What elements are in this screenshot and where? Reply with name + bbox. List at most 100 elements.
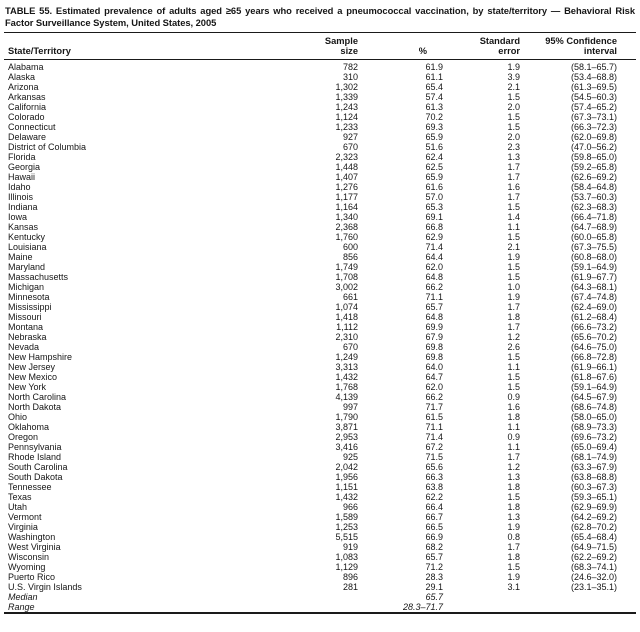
confidence-interval-value: (64.9–71.5) (570, 541, 617, 552)
percent-value: 67.2 (425, 441, 443, 452)
standard-error-value: 1.2 (507, 461, 520, 472)
state-name: Pennsylvania (8, 441, 62, 452)
table-row: Rhode Island 925 71.5 1.7 (68.1–74.9) (4, 452, 636, 462)
state-name: New Hampshire (8, 351, 73, 362)
table-row: U.S. Virgin Islands 281 29.1 3.1 (23.1–3… (4, 582, 636, 592)
table-row: Pennsylvania 3,416 67.2 1.1 (65.0–69.4) (4, 442, 636, 452)
state-name: Illinois (8, 191, 34, 202)
sample-size-value: 1,074 (335, 301, 358, 312)
standard-error-value: 1.0 (507, 281, 520, 292)
confidence-interval-value: (66.6–73.2) (570, 321, 617, 332)
table-row: Ohio 1,790 61.5 1.8 (58.0–65.0) (4, 412, 636, 422)
sample-size-value: 1,589 (335, 511, 358, 522)
sample-size-value: 919 (342, 541, 358, 552)
column-header-standard-error: Standard error (479, 36, 520, 57)
state-name: Nebraska (8, 331, 47, 342)
percent-value: 69.8 (425, 341, 443, 352)
state-name: Ohio (8, 411, 28, 422)
table-row: Colorado 1,124 70.2 1.5 (67.3–73.1) (4, 112, 636, 122)
confidence-interval-value: (59.3–65.1) (570, 491, 617, 502)
table-row: Montana 1,112 69.9 1.7 (66.6–73.2) (4, 322, 636, 332)
table-row: North Carolina 4,139 66.2 0.9 (64.5–67.9… (4, 392, 636, 402)
percent-value: 65.9 (425, 171, 443, 182)
percent-value: 65.3 (425, 201, 443, 212)
confidence-interval-value: (67.3–73.1) (570, 111, 617, 122)
state-name: South Carolina (8, 461, 68, 472)
sample-size-value: 927 (342, 131, 358, 142)
percent-value: 69.1 (425, 211, 443, 222)
state-name: Louisiana (8, 241, 47, 252)
state-name: Michigan (8, 281, 45, 292)
sample-size-value: 997 (342, 401, 358, 412)
table-row: District of Columbia 670 51.6 2.3 (47.0–… (4, 142, 636, 152)
standard-error-value: 1.9 (507, 251, 520, 262)
confidence-interval-value: (62.8–70.2) (570, 521, 617, 532)
percent-value: 71.2 (425, 561, 443, 572)
sample-size-value: 310 (342, 71, 358, 82)
standard-error-value: 1.3 (507, 151, 520, 162)
sample-size-value: 670 (342, 341, 358, 352)
state-name: New Jersey (8, 361, 56, 372)
percent-value: 62.5 (425, 161, 443, 172)
confidence-interval-value: (66.4–71.8) (570, 211, 617, 222)
confidence-interval-value: (53.4–68.8) (570, 71, 617, 82)
state-name: District of Columbia (8, 141, 87, 152)
percent-value: 70.2 (425, 111, 443, 122)
confidence-interval-value: (64.6–75.0) (570, 341, 617, 352)
percent-value: 66.3 (425, 471, 443, 482)
sample-size-value: 1,708 (335, 271, 358, 282)
sample-size-value: 1,768 (335, 381, 358, 392)
table-row: New Hampshire 1,249 69.8 1.5 (66.8–72.8) (4, 352, 636, 362)
standard-error-value: 2.1 (507, 241, 520, 252)
sample-size-value: 1,790 (335, 411, 358, 422)
state-name: South Dakota (8, 471, 63, 482)
column-header-state: State/Territory (8, 46, 71, 57)
state-name: Connecticut (8, 121, 56, 132)
state-name: Arizona (8, 81, 39, 92)
standard-error-value: 1.5 (507, 91, 520, 102)
prevalence-table: State/Territory Sample size % Standard e… (4, 33, 636, 613)
percent-value: 71.1 (425, 421, 443, 432)
table-row: California 1,243 61.3 2.0 (57.4–65.2) (4, 102, 636, 112)
standard-error-value: 1.7 (507, 451, 520, 462)
standard-error-value: 1.1 (507, 361, 520, 372)
state-name: Nevada (8, 341, 40, 352)
standard-error-value: 1.5 (507, 111, 520, 122)
table-row: Vermont 1,589 66.7 1.3 (64.2–69.2) (4, 512, 636, 522)
state-name: Mississippi (8, 301, 52, 312)
state-name: Georgia (8, 161, 41, 172)
percent-value: 66.2 (425, 391, 443, 402)
standard-error-value: 1.5 (507, 271, 520, 282)
table-row: Utah 966 66.4 1.8 (62.9–69.9) (4, 502, 636, 512)
state-name: Arkansas (8, 91, 46, 102)
percent-value: 69.8 (425, 351, 443, 362)
column-header-percent: % (418, 46, 427, 57)
confidence-interval-value: (66.8–72.8) (570, 351, 617, 362)
confidence-interval-value: (67.3–75.5) (570, 241, 617, 252)
percent-value: 57.4 (425, 91, 443, 102)
confidence-interval-value: (61.2–68.4) (570, 311, 617, 322)
standard-error-value: 1.8 (507, 501, 520, 512)
confidence-interval-value: (60.0–65.8) (570, 231, 617, 242)
table-row: Alaska 310 61.1 3.9 (53.4–68.8) (4, 72, 636, 82)
sample-size-value: 966 (342, 501, 358, 512)
standard-error-value: 2.6 (507, 341, 520, 352)
confidence-interval-value: (61.8–67.6) (570, 371, 617, 382)
standard-error-value: 1.8 (507, 551, 520, 562)
document-page: TABLE 55. Estimated prevalence of adults… (0, 4, 640, 614)
sample-size-value: 1,124 (335, 111, 358, 122)
table-row: North Dakota 997 71.7 1.6 (68.6–74.8) (4, 402, 636, 412)
table-row: Illinois 1,177 57.0 1.7 (53.7–60.3) (4, 192, 636, 202)
confidence-interval-value: (64.3–68.1) (570, 281, 617, 292)
confidence-interval-value: (24.6–32.0) (570, 571, 617, 582)
percent-value: 57.0 (425, 191, 443, 202)
sample-size-value: 2,368 (335, 221, 358, 232)
standard-error-value: 1.3 (507, 511, 520, 522)
standard-error-value: 1.7 (507, 321, 520, 332)
table-row: Texas 1,432 62.2 1.5 (59.3–65.1) (4, 492, 636, 502)
percent-value: 66.7 (425, 511, 443, 522)
percent-value: 51.6 (425, 141, 443, 152)
percent-value: 66.4 (425, 501, 443, 512)
table-row: Oregon 2,953 71.4 0.9 (69.6–73.2) (4, 432, 636, 442)
confidence-interval-value: (61.9–67.7) (570, 271, 617, 282)
